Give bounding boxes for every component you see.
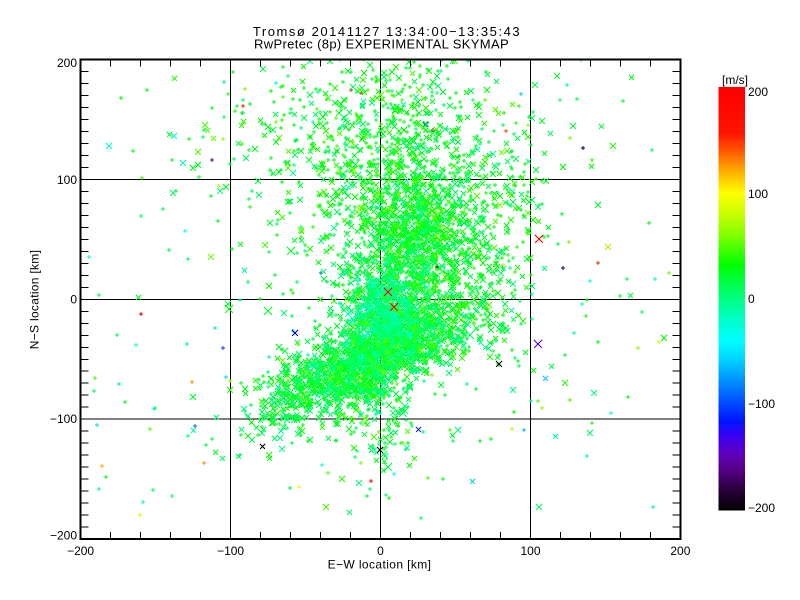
svg-text:N−S location [km]: N−S location [km] bbox=[28, 250, 42, 349]
svg-text:200: 200 bbox=[748, 85, 768, 99]
svg-text:0: 0 bbox=[70, 293, 77, 307]
svg-text:−100: −100 bbox=[50, 412, 77, 426]
svg-text:−100: −100 bbox=[748, 397, 775, 411]
svg-text:RwPretec (8p) EXPERIMENTAL SKY: RwPretec (8p) EXPERIMENTAL SKYMAP bbox=[254, 37, 509, 52]
svg-text:−100: −100 bbox=[217, 544, 244, 558]
svg-text:−200: −200 bbox=[748, 501, 775, 515]
svg-text:200: 200 bbox=[57, 56, 77, 70]
svg-text:100: 100 bbox=[520, 544, 540, 558]
svg-text:E−W location [km]: E−W location [km] bbox=[328, 558, 432, 572]
svg-text:0: 0 bbox=[748, 292, 755, 306]
svg-text:200: 200 bbox=[670, 544, 690, 558]
svg-text:0: 0 bbox=[377, 544, 384, 558]
svg-text:100: 100 bbox=[748, 187, 768, 201]
svg-text:−200: −200 bbox=[67, 544, 94, 558]
svg-text:100: 100 bbox=[57, 173, 77, 187]
svg-text:−200: −200 bbox=[50, 529, 77, 543]
svg-text:Tromsø 20141127 13:34:00−13:35: Tromsø 20141127 13:34:00−13:35:43 bbox=[253, 24, 521, 39]
svg-text:[m/s]: [m/s] bbox=[722, 73, 748, 87]
